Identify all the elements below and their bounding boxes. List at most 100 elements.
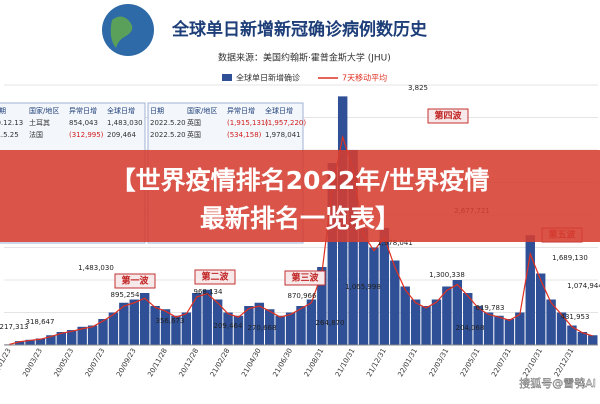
bar (358, 228, 369, 345)
bar (577, 332, 588, 345)
x-tick-label: 21/06/30 (271, 347, 294, 378)
wave-label: 第二波 (201, 271, 229, 283)
table-cell: (534,158) (227, 131, 262, 139)
table-cell: 2022.5.20 (150, 119, 186, 127)
bar (265, 309, 275, 345)
table-cell: 法国 (29, 130, 43, 139)
bar (535, 273, 546, 345)
bar (317, 267, 327, 345)
banner-text: 【世界疫情排名2022年/世界疫情 (111, 166, 490, 195)
annotation: 1,074,944 (567, 282, 600, 290)
bar (275, 315, 285, 345)
bar (431, 299, 442, 345)
legend-label: 7天移动平均 (342, 73, 387, 83)
bar (160, 309, 171, 345)
bar (254, 302, 265, 345)
x-tick-label: 20/12/28 (178, 347, 201, 378)
bar (77, 326, 87, 345)
x-tick-label: 20/09/23 (115, 347, 138, 378)
x-tick-label: 20/01/23 (0, 347, 13, 378)
bar (390, 260, 400, 345)
wave-label: 第三波 (291, 272, 319, 284)
annotation: 204,068 (456, 324, 485, 332)
legend-label: 全球单日新增确诊 (236, 73, 300, 83)
x-tick-label: 20/11/28 (146, 347, 169, 378)
x-tick-label: 22/07/31 (490, 347, 513, 378)
bar (348, 150, 358, 345)
x-tick-label: 22/05/31 (459, 347, 482, 378)
annotation: 619,783 (476, 304, 505, 312)
table-header: 国家/地区 (187, 106, 217, 115)
moving-average-line (9, 134, 593, 346)
annotation: 1,483,030 (78, 264, 114, 272)
bar (463, 293, 473, 345)
table-cell: (1,957,220) (265, 119, 306, 127)
bar (212, 299, 223, 345)
annotation: 895,254 (111, 291, 140, 299)
annotation: 209,464 (214, 322, 243, 330)
bar (233, 315, 244, 345)
bar (452, 280, 463, 345)
annotation: 1,300,338 (429, 271, 465, 279)
bar (87, 325, 98, 345)
bar (25, 339, 35, 345)
bar (306, 299, 317, 345)
wave-label: 第四波 (434, 110, 462, 122)
wave-box (427, 108, 469, 124)
x-tick-label: 22/10/31 (521, 347, 544, 378)
annotation: 217,313 (0, 323, 28, 331)
table-cell: 209,464 (107, 131, 136, 139)
bar (410, 299, 421, 345)
table-cell: 1,483,030 (107, 119, 143, 127)
annotation: 1,689,130 (552, 254, 588, 262)
table-cell: (1,915,131) (227, 119, 268, 127)
bar (98, 319, 108, 345)
annotation: 431,953 (561, 313, 590, 321)
x-tick-label: 20/03/23 (21, 347, 44, 378)
table-cell: 20.12.13 (0, 119, 23, 127)
wave-box (194, 269, 236, 285)
bar (567, 325, 577, 345)
x-tick-label: 22/01/31 (396, 347, 419, 378)
bar (296, 306, 306, 345)
table-header: 全球日增 (107, 106, 135, 115)
bar (588, 335, 598, 345)
table-cell: 2022.5.20 (150, 131, 186, 139)
bar (525, 235, 535, 345)
table-cell: 21.5.25 (0, 131, 19, 139)
table-cell: 土耳其 (29, 118, 50, 127)
bar (46, 335, 56, 345)
annotation: 264,870 (316, 319, 345, 327)
annotation: 1,978,041 (377, 239, 413, 247)
bar (369, 247, 379, 345)
table-cell: (312,995) (69, 131, 104, 139)
bar (421, 306, 431, 345)
bar (67, 330, 77, 345)
table-header: 日期 (150, 107, 164, 115)
bar (473, 306, 483, 345)
bar (494, 315, 504, 345)
table-header: 全球日增 (265, 106, 293, 115)
table-cell: 英国 (187, 118, 201, 127)
bar (181, 312, 192, 345)
wave-box (114, 273, 156, 289)
table-header: 异常日增 (227, 106, 255, 115)
bar (129, 299, 139, 345)
legend-swatch (222, 74, 232, 81)
table-header: 异常日增 (69, 106, 97, 115)
x-tick-label: 20/05/23 (53, 347, 76, 378)
annotation: 968,134 (194, 288, 223, 296)
bar (139, 293, 150, 345)
table-cell: 英国 (187, 130, 201, 139)
bar (483, 312, 494, 345)
bar (556, 312, 567, 345)
x-tick-label: 21/10/31 (334, 347, 357, 378)
bar (35, 338, 46, 345)
bar (223, 312, 233, 345)
wave-box (284, 270, 326, 286)
chart-subtitle: 数据来源：美国约翰斯·霍普金斯大学 (JHU) (218, 52, 391, 64)
bar (56, 332, 67, 345)
x-tick-label: 21/08/31 (303, 347, 326, 378)
watermark: 搜狐号@雪鸮AI (519, 376, 596, 390)
